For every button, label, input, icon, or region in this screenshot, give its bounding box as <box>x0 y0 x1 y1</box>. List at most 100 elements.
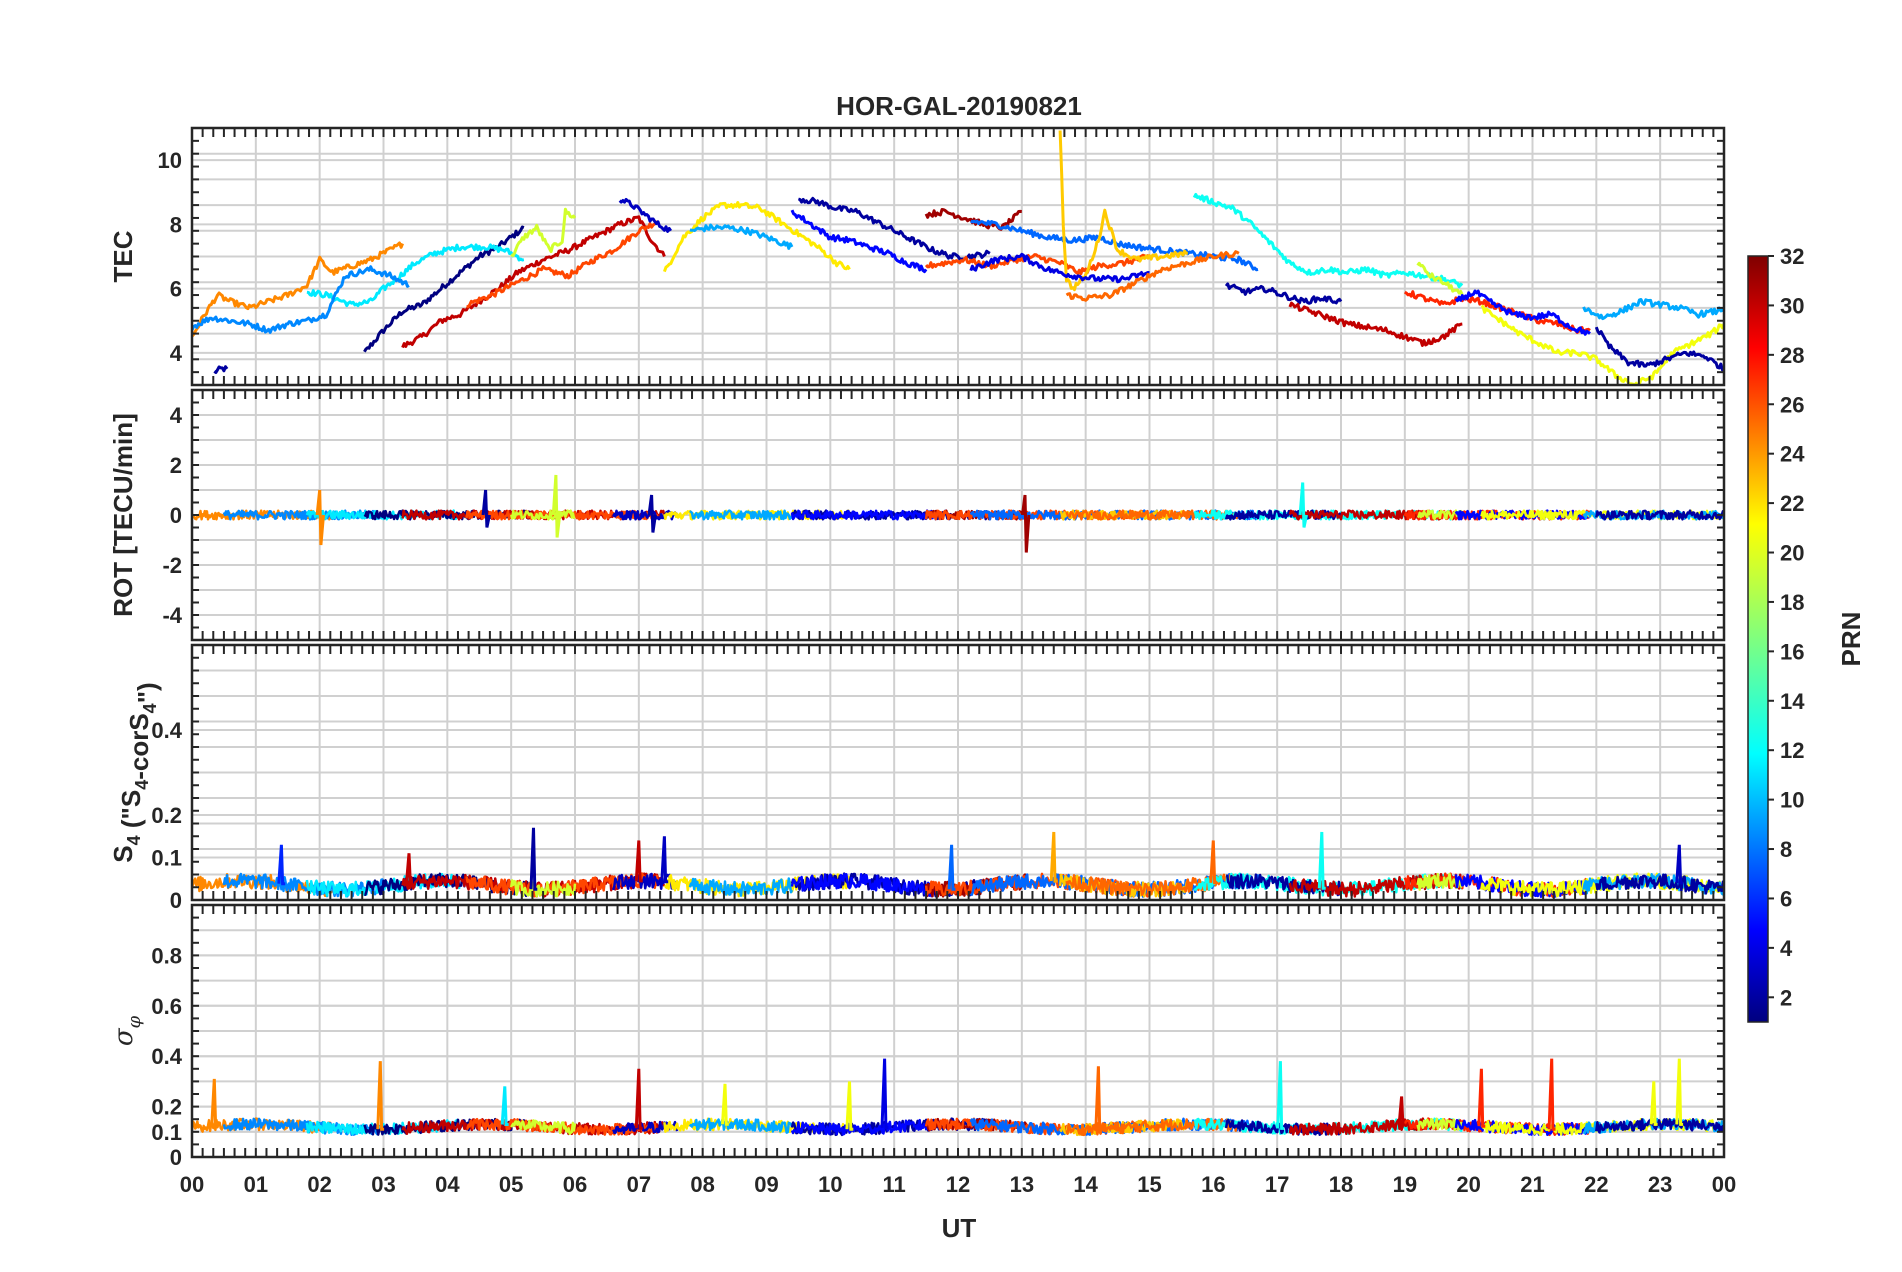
x-tick-label: 11 <box>883 1172 906 1197</box>
sigma_phi-spike-prn-20 <box>1675 1058 1684 1126</box>
sigma_phi-series-group <box>192 1058 1724 1137</box>
rot-series-prn-25 <box>1065 509 1241 521</box>
rot-series-prn-19 <box>1416 509 1464 521</box>
x-tick-label: 02 <box>307 1172 331 1197</box>
colorbar-tick-label: 8 <box>1780 837 1792 862</box>
sigma_phi-series-prn-26 <box>466 1117 659 1136</box>
rot-series-prn-9 <box>222 509 384 521</box>
x-tick-label: 21 <box>1520 1172 1544 1197</box>
sigma_phi-spike-prn-12 <box>500 1086 509 1126</box>
tec-series-prn-30 <box>401 215 666 349</box>
tec-series-prn-9 <box>192 265 410 334</box>
sigma_phi-spike-prn-30 <box>1397 1096 1406 1127</box>
x-tick-label: 01 <box>244 1172 268 1197</box>
x-tick-label: 17 <box>1265 1172 1289 1197</box>
colorbar-tick-label: 18 <box>1780 590 1804 615</box>
x-tick-label: 19 <box>1393 1172 1417 1197</box>
y-axis-title-s4: S4 ("S4-corS4") <box>108 682 162 862</box>
x-tick-label: 07 <box>627 1172 651 1197</box>
sigma_phi-series-prn-2 <box>1595 1118 1724 1134</box>
tec-series-prn-20 <box>1480 304 1724 385</box>
sigma_phi-spike-prn-24 <box>376 1061 385 1131</box>
colorbar-tick-label: 10 <box>1780 788 1804 813</box>
sigma_phi-spike-prn-25 <box>1094 1066 1103 1131</box>
s4-spike-prn-13 <box>1317 831 1326 890</box>
colorbar-tick-label: 2 <box>1780 985 1792 1010</box>
y-tick-label: -2 <box>162 553 182 578</box>
y-axis-title-rot: ROT [TECU/min] <box>108 413 138 617</box>
axes-box-sigma_phi <box>190 903 1726 1159</box>
y-tick-label: 8 <box>170 212 182 237</box>
x-tick-label: 22 <box>1584 1172 1608 1197</box>
tec-series-prn-26 <box>924 253 1151 276</box>
tec-series-prn-24 <box>192 241 404 338</box>
rot-spike-prn-13 <box>1298 482 1308 528</box>
sigma_phi-series-prn-3 <box>612 1120 679 1135</box>
tec-series-prn-27 <box>1404 290 1591 335</box>
axes-box-tec <box>190 126 1726 387</box>
s4-series-prn-19 <box>1416 872 1464 891</box>
tec-series-prn-19 <box>1416 261 1464 296</box>
colorbar-tick-label: 20 <box>1780 541 1804 566</box>
sigma_phi-spike-prn-4 <box>880 1058 889 1130</box>
colorbar-tick-label: 30 <box>1780 293 1804 318</box>
tec-series-prn-13 <box>1192 193 1464 289</box>
tec-series-prn-2 <box>1594 326 1724 372</box>
tec-series-prn-4 <box>969 252 1150 284</box>
x-tick-label: 20 <box>1456 1172 1480 1197</box>
s4-series-prn-10 <box>688 877 794 897</box>
colorbar-tick-label: 12 <box>1780 738 1804 763</box>
rot-spike-prn-31 <box>1021 494 1031 553</box>
sigma_phi-spike-prn-27 <box>1547 1058 1556 1131</box>
x-tick-label: 12 <box>946 1172 970 1197</box>
panel-s4: 0 0.1 0.2 0.4S4 ("S4-corS4") <box>108 643 1726 913</box>
colorbar-tick-label: 32 <box>1780 244 1804 269</box>
y-tick-label: 0 <box>170 888 182 913</box>
x-axis-ticks: 00 01 02 03 04 05 06 07 08 09 10 11 12 13 14 15 16 17 18 19… <box>180 1172 1736 1197</box>
tec-series-prn-2 <box>797 196 991 261</box>
y-tick-label: 0 <box>170 503 182 528</box>
tec-series-prn-5 <box>1454 289 1591 336</box>
x-tick-label: 15 <box>1137 1172 1161 1197</box>
x-tick-label: 18 <box>1329 1172 1353 1197</box>
s4-series-prn-2 <box>1595 873 1724 895</box>
sigma_phi-spike-prn-24 <box>210 1078 219 1127</box>
tec-series-prn-10 <box>1582 298 1724 321</box>
rot-spike-prn-19 <box>551 474 562 538</box>
colorbar-title: PRN <box>1836 612 1866 667</box>
panel-tec: 4 6 8 10 TEC <box>108 126 1726 387</box>
x-tick-label: 08 <box>690 1172 714 1197</box>
colorbar-tick-label: 22 <box>1780 491 1804 516</box>
colorbar-gradient <box>1747 255 1769 1023</box>
tec-series-prn-5 <box>790 209 928 274</box>
s4-spike-prn-2 <box>529 827 538 891</box>
s4-series-prn-30 <box>1288 872 1463 898</box>
rot-series-prn-3 <box>612 509 678 521</box>
x-tick-label: 06 <box>563 1172 587 1197</box>
y-axis-title-sigma_phi: σφ <box>109 1015 145 1046</box>
colorbar-tick-label: 16 <box>1780 639 1804 664</box>
sigma_phi-series-prn-5 <box>790 1118 934 1136</box>
rot-series-prn-10 <box>689 509 794 521</box>
y-tick-label: 0.1 <box>151 1120 182 1145</box>
axes-box-rot <box>190 388 1726 642</box>
x-tick-label: 00 <box>1712 1172 1736 1197</box>
colorbar-tick-label: 14 <box>1780 689 1805 714</box>
y-tick-label: 0.1 <box>151 846 182 871</box>
sigma_phi-series-prn-19 <box>1416 1117 1464 1132</box>
colorbar-tick-label: 4 <box>1780 936 1793 961</box>
sigma_phi-spike-prn-20 <box>845 1081 854 1131</box>
rot-spike-prn-2 <box>481 489 491 528</box>
y-tick-label: 0.4 <box>151 1044 182 1069</box>
sigma_phi-spike-prn-13 <box>1276 1061 1285 1130</box>
s4-spike-prn-25 <box>1209 840 1218 885</box>
tec-series-prn-30 <box>1288 301 1463 347</box>
x-tick-label: 13 <box>1010 1172 1034 1197</box>
s4-spike-prn-3 <box>1675 844 1684 885</box>
y-tick-label: 0.6 <box>151 994 182 1019</box>
sigma_phi-spike-prn-30 <box>634 1068 643 1130</box>
rot-spike-prn-2 <box>647 494 657 533</box>
s4-spike-prn-30 <box>634 840 643 883</box>
tec-series-prn-3 <box>618 197 673 233</box>
